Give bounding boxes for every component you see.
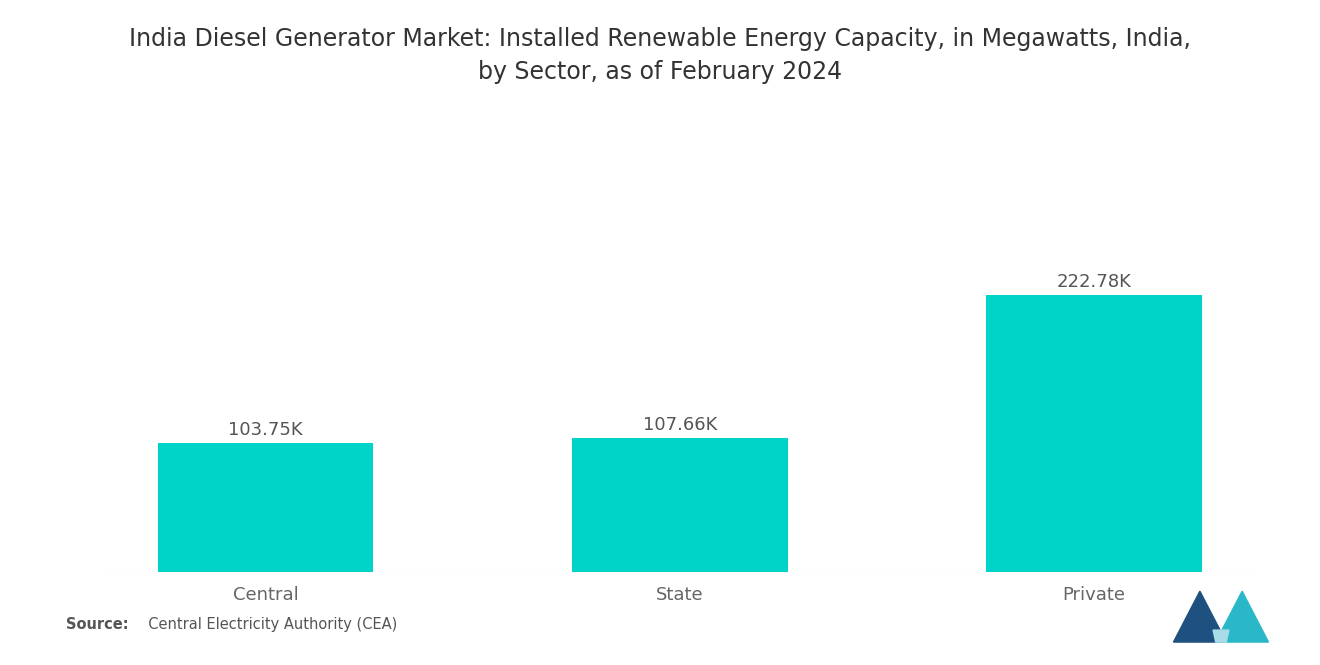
Text: India Diesel Generator Market: Installed Renewable Energy Capacity, in Megawatts: India Diesel Generator Market: Installed…: [129, 27, 1191, 84]
Text: 107.66K: 107.66K: [643, 416, 717, 434]
Polygon shape: [1213, 630, 1229, 642]
Text: Central Electricity Authority (CEA): Central Electricity Authority (CEA): [139, 616, 397, 632]
Text: Source:: Source:: [66, 616, 128, 632]
Bar: [986, 295, 1201, 572]
Text: 222.78K: 222.78K: [1056, 273, 1131, 291]
Polygon shape: [1173, 591, 1226, 642]
Polygon shape: [1216, 591, 1269, 642]
Bar: [572, 438, 788, 572]
Text: 103.75K: 103.75K: [228, 421, 302, 439]
Bar: [158, 443, 374, 572]
